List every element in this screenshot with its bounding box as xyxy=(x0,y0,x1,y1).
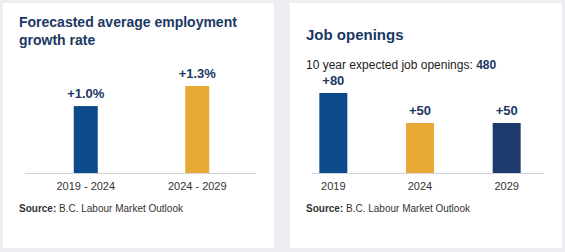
bar xyxy=(406,123,434,173)
chart-title: Forecasted average employmentgrowth rate xyxy=(19,14,237,48)
card xyxy=(3,3,274,248)
subtitle: 10 year expected job openings: 480 xyxy=(306,58,496,72)
bar xyxy=(185,86,209,173)
data-label: +1.0% xyxy=(67,86,105,101)
data-label: +50 xyxy=(496,103,518,118)
data-label: +50 xyxy=(409,103,431,118)
data-label: +80 xyxy=(322,73,344,88)
category-label: 2024 xyxy=(408,180,432,192)
category-label: 2019 xyxy=(321,180,345,192)
page: Forecasted average employmentgrowth rate… xyxy=(0,0,565,252)
bar xyxy=(74,106,98,173)
category-label: 2024 - 2029 xyxy=(168,180,227,192)
card xyxy=(290,3,562,248)
bar xyxy=(493,123,521,173)
chart-title: Job openings xyxy=(306,26,404,43)
category-label: 2029 xyxy=(494,180,518,192)
category-label: 2019 - 2024 xyxy=(56,180,115,192)
source: Source: B.C. Labour Market Outlook xyxy=(306,203,471,214)
baseline xyxy=(25,173,256,174)
source: Source: B.C. Labour Market Outlook xyxy=(19,203,184,214)
bar xyxy=(319,93,347,173)
data-label: +1.3% xyxy=(179,66,217,81)
baseline xyxy=(312,173,544,174)
bars xyxy=(319,93,520,173)
